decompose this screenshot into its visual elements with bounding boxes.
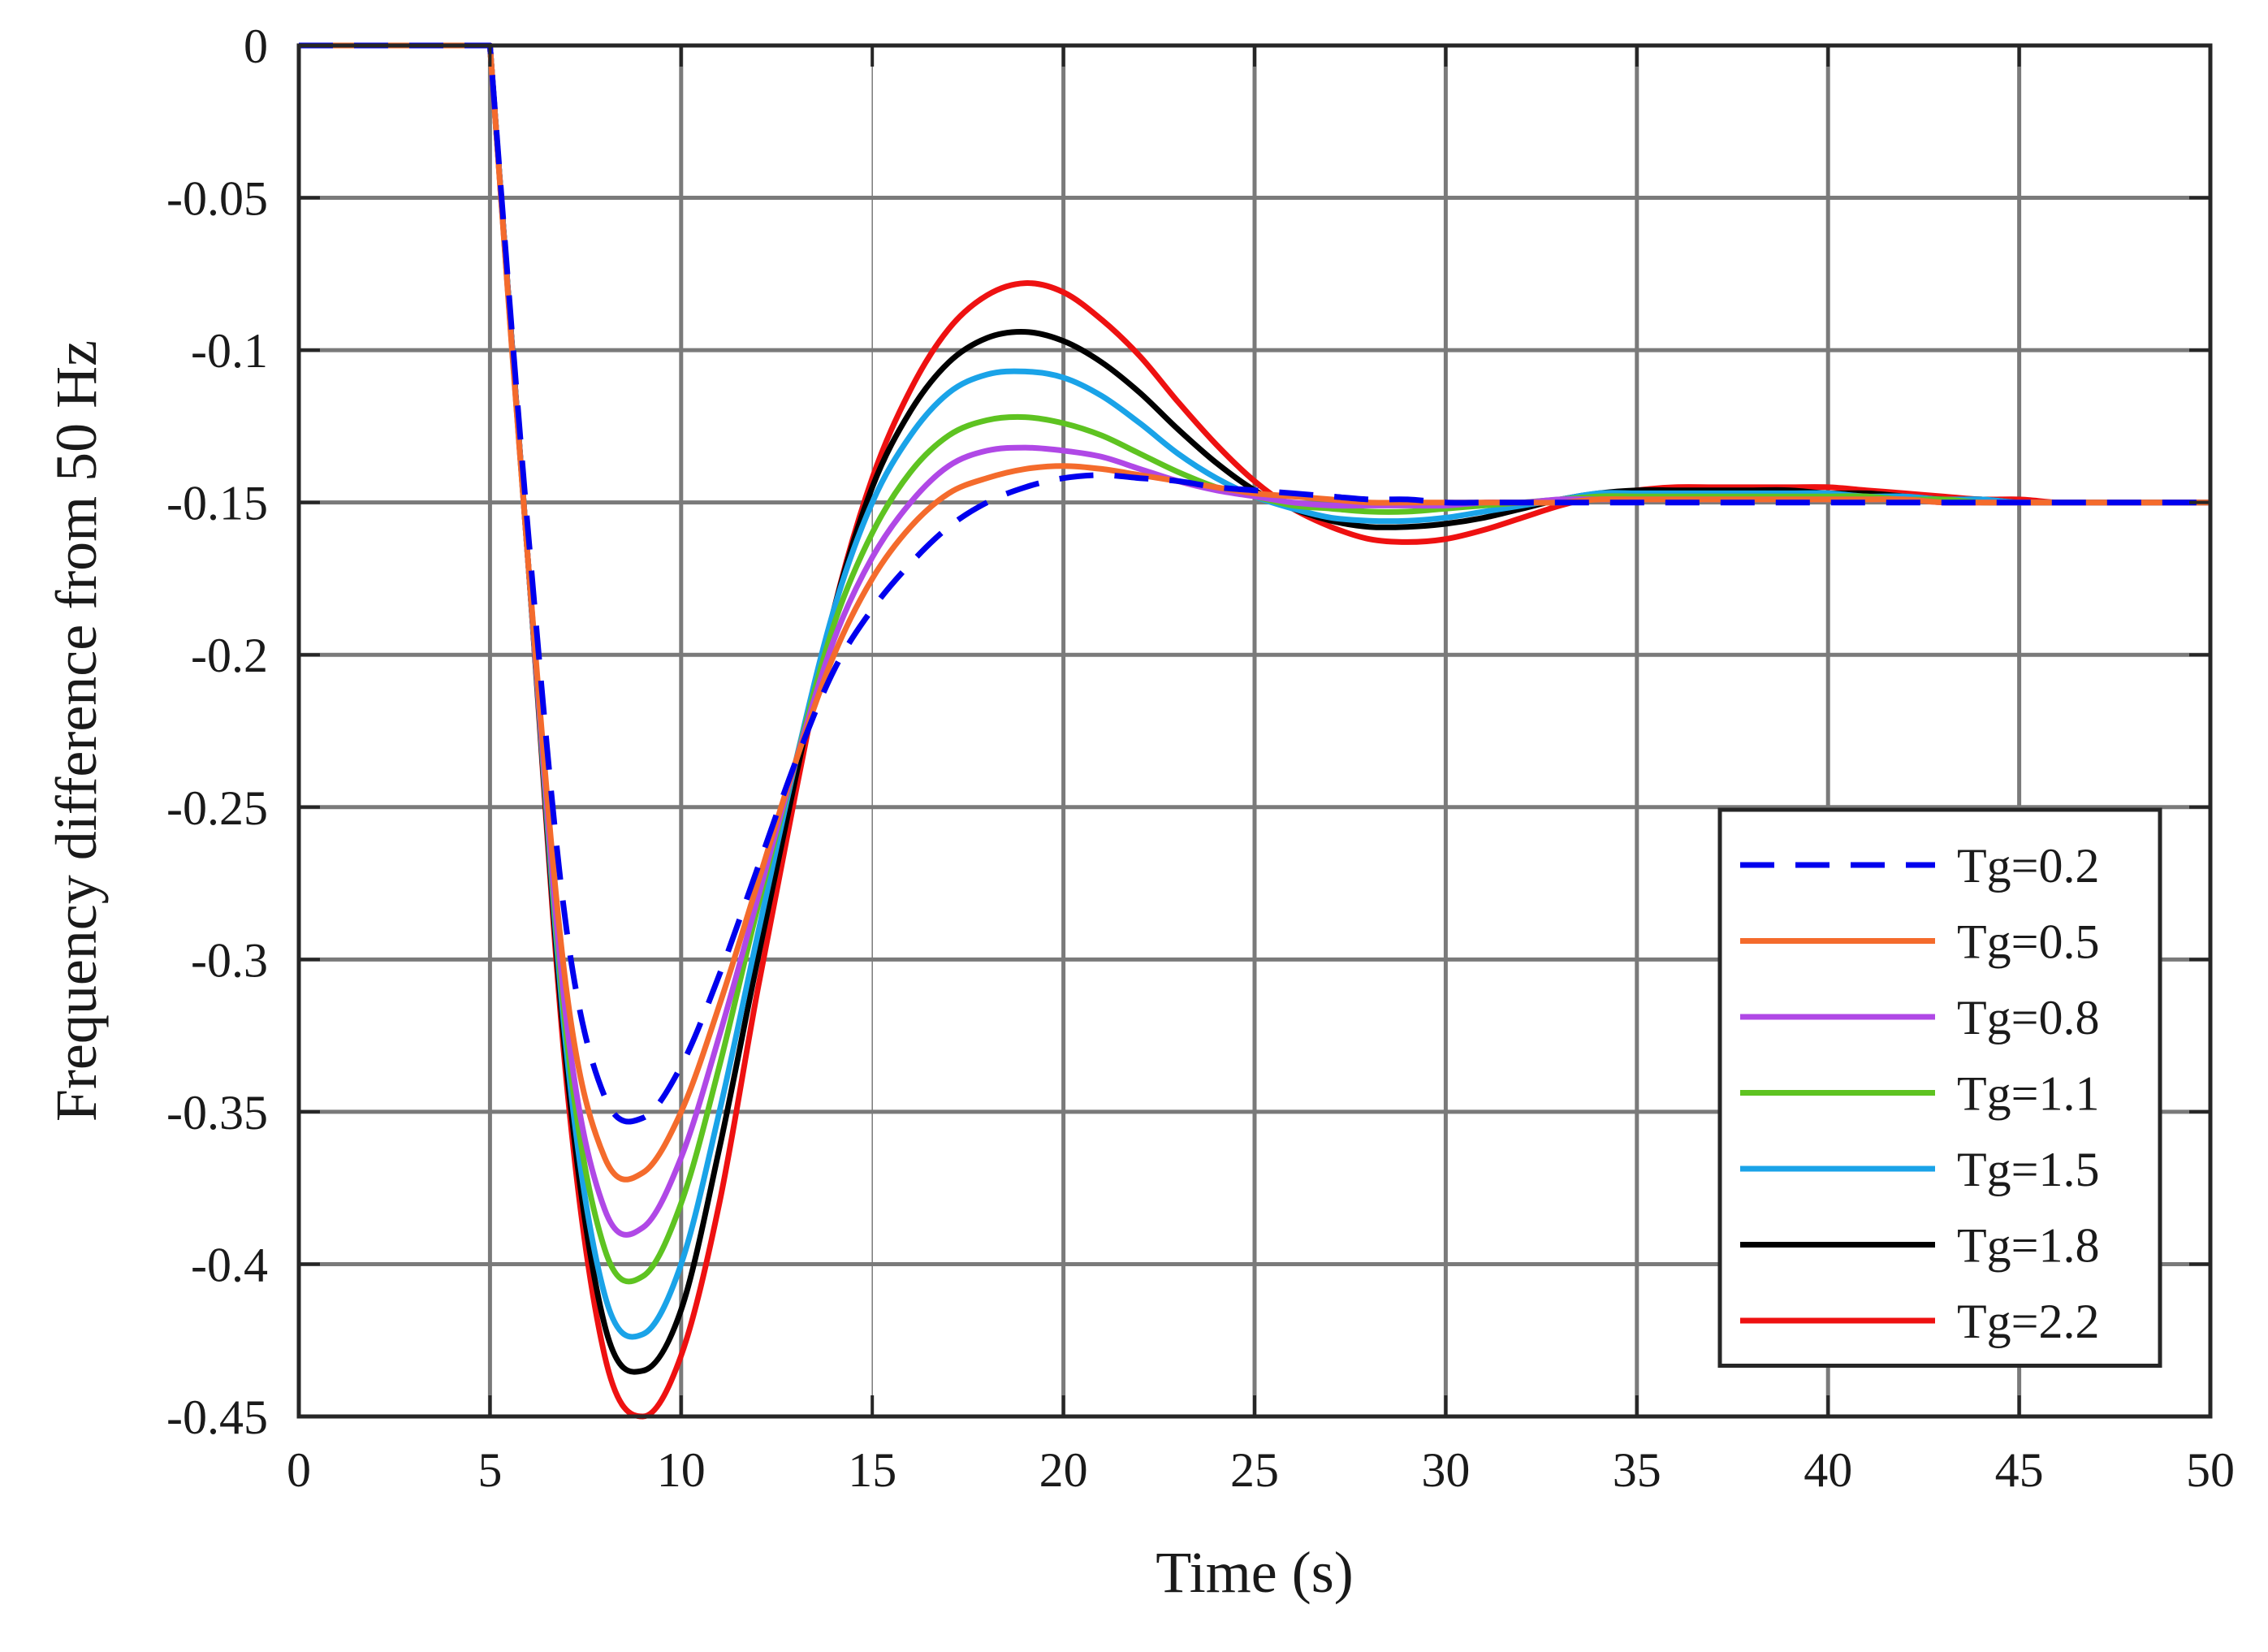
series-line-tg-0-2 bbox=[299, 42, 2211, 1125]
x-tick-label: 0 bbox=[287, 1443, 311, 1497]
y-tick-label: -0.3 bbox=[191, 933, 268, 987]
legend-label: Tg=0.5 bbox=[1957, 915, 2100, 969]
legend-label: Tg=1.1 bbox=[1957, 1067, 2100, 1121]
legend-label: Tg=0.8 bbox=[1957, 991, 2100, 1044]
series-line-tg-0-5 bbox=[299, 42, 2211, 1183]
y-tick-label: -0.15 bbox=[166, 477, 268, 530]
x-tick-label: 25 bbox=[1230, 1443, 1279, 1497]
legend-label: Tg=2.2 bbox=[1957, 1295, 2100, 1348]
y-tick-label: -0.4 bbox=[191, 1238, 268, 1291]
y-tick-label: -0.1 bbox=[191, 324, 268, 378]
series-line-tg-1-1 bbox=[299, 42, 2211, 1285]
y-tick-label: -0.2 bbox=[191, 629, 268, 682]
y-tick-label: -0.45 bbox=[166, 1390, 268, 1444]
x-tick-label: 30 bbox=[1421, 1443, 1470, 1497]
grid-lines bbox=[299, 45, 2210, 1416]
x-axis-label: Time (s) bbox=[1156, 1540, 1353, 1605]
legend-label: Tg=0.2 bbox=[1957, 839, 2100, 893]
x-tick-label: 20 bbox=[1039, 1443, 1088, 1497]
x-tick-label: 10 bbox=[657, 1443, 706, 1497]
x-tick-label: 5 bbox=[477, 1443, 502, 1497]
series-line-tg-1-8 bbox=[299, 42, 2211, 1375]
x-tick-label: 40 bbox=[1804, 1443, 1852, 1497]
y-tick-label: -0.25 bbox=[166, 781, 268, 835]
y-axis-label: Frequency difference from 50 Hz bbox=[44, 340, 109, 1122]
y-tick-labels: 0 -0.05 -0.1 -0.15 -0.2 -0.25 -0.3 -0.35 -0.4 -0.… bbox=[166, 19, 268, 1444]
x-tick-label: 45 bbox=[1995, 1443, 2044, 1497]
x-tick-label: 15 bbox=[848, 1443, 896, 1497]
axis-ticks bbox=[297, 44, 2212, 1418]
y-tick-label: 0 bbox=[244, 19, 268, 73]
legend: Tg=0.2 Tg=0.5 Tg=0.8 Tg=1.1 Tg=1.5 Tg=1.8 Tg=2… bbox=[1717, 807, 2162, 1368]
x-tick-label: 50 bbox=[2186, 1443, 2235, 1497]
legend-label: Tg=1.8 bbox=[1957, 1219, 2100, 1273]
y-tick-label: -0.35 bbox=[166, 1086, 268, 1140]
legend-box bbox=[1717, 807, 2162, 1368]
x-tick-labels: 0 5 10 15 20 25 30 35 40 45 50 bbox=[287, 1443, 2235, 1497]
legend-label: Tg=1.5 bbox=[1957, 1143, 2100, 1196]
x-tick-label: 35 bbox=[1613, 1443, 1661, 1497]
y-tick-label: -0.05 bbox=[166, 172, 268, 226]
